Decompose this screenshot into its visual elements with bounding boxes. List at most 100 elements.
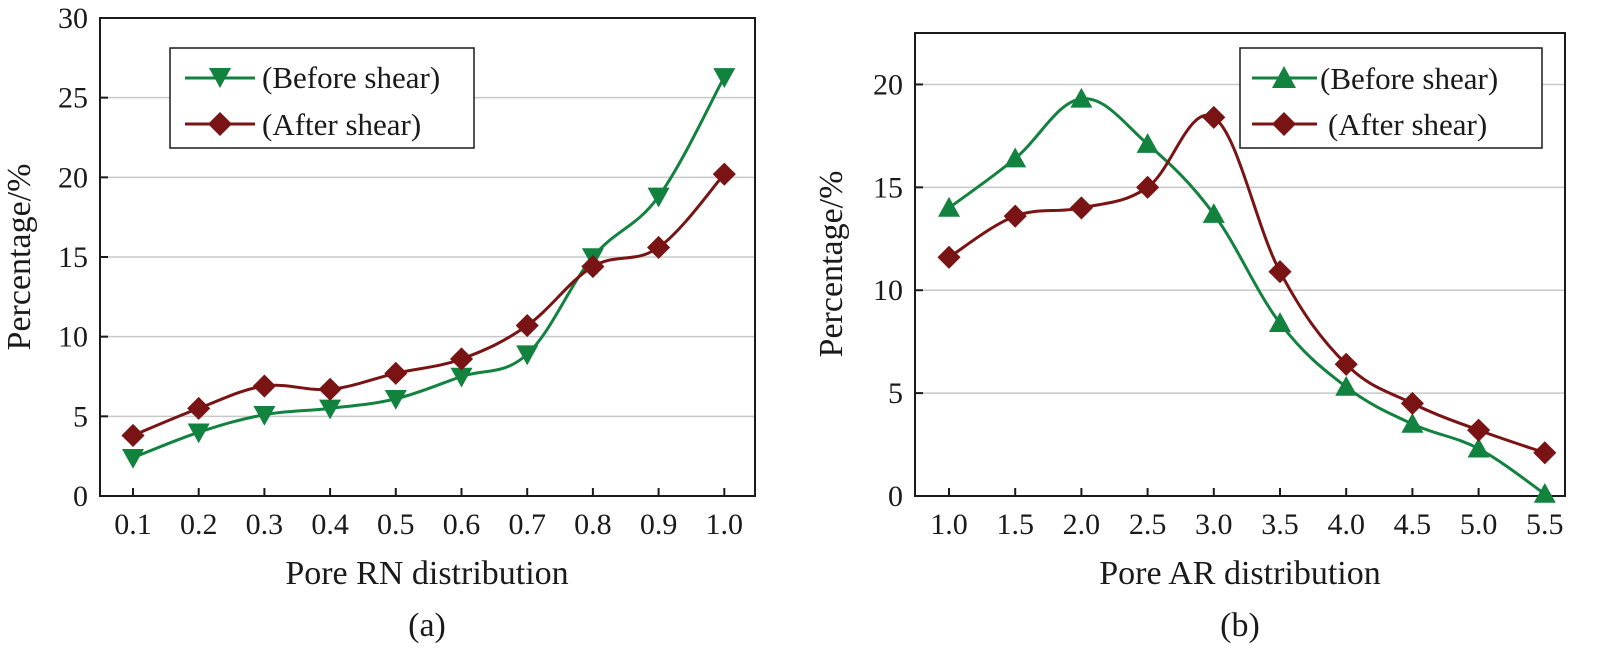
data-point — [516, 345, 539, 366]
legend-a: (Before shear) (After shear) — [169, 47, 475, 149]
data-point — [1533, 482, 1556, 503]
y-ticks-b: 0 5 10 15 20 — [873, 68, 923, 513]
data-point — [515, 313, 539, 338]
data-point — [1069, 196, 1093, 220]
x-tick-label: 0.1 — [114, 508, 152, 541]
data-point — [1136, 175, 1160, 199]
y-tick-label: 10 — [873, 274, 903, 307]
data-point — [252, 374, 276, 398]
series-a — [121, 68, 736, 469]
x-tick-label: 1.0 — [930, 508, 968, 541]
data-point — [1268, 260, 1292, 284]
xlabel-a: Pore RN distribution — [285, 555, 568, 592]
series-line — [132, 76, 726, 460]
ylabel-b: Percentage/% — [813, 171, 850, 358]
legend-label-before-a: (Before shear) — [262, 60, 440, 95]
legend-box-b — [1239, 47, 1543, 149]
x-tick-label: 0.7 — [508, 508, 546, 541]
y-tick-label: 10 — [58, 321, 88, 354]
data-point — [1400, 391, 1424, 415]
series-line — [948, 97, 1546, 496]
x-ticks-a: 0.1 0.2 0.3 0.4 0.5 0.6 0.7 0.8 0.9 1.0 — [114, 488, 743, 541]
data-point — [121, 423, 145, 448]
plot-frame-b — [914, 32, 1566, 497]
caption-a: (a) — [408, 607, 446, 644]
y-tick-label: 15 — [873, 171, 903, 204]
data-point — [449, 347, 474, 371]
data-point — [938, 196, 960, 217]
x-tick-label: 2.0 — [1063, 508, 1101, 541]
y-tick-label: 15 — [58, 241, 88, 274]
x-tick-label: 4.0 — [1327, 508, 1365, 541]
x-tick-label: 4.5 — [1394, 508, 1432, 541]
y-tick-label: 20 — [58, 161, 88, 194]
xlabel-b: Pore AR distribution — [1099, 555, 1380, 592]
data-point — [122, 448, 144, 469]
legend-b: (Before shear) (After shear) — [1239, 47, 1543, 149]
data-point — [1334, 352, 1358, 376]
y-tick-label: 30 — [58, 2, 88, 35]
y-tick-label: 5 — [73, 400, 88, 433]
data-point — [1467, 418, 1491, 442]
series-line — [948, 113, 1546, 455]
series-b — [937, 87, 1557, 503]
y-tick-label: 5 — [888, 377, 903, 410]
data-point — [384, 390, 407, 410]
data-point — [1533, 441, 1557, 465]
data-point — [1070, 87, 1093, 108]
y-ticks-a: 0 5 10 15 20 25 30 — [58, 2, 108, 513]
data-point — [937, 245, 961, 269]
x-tick-label: 0.6 — [443, 508, 481, 541]
x-ticks-b: 1.0 1.5 2.0 2.5 3.0 3.5 4.0 4.5 5.0 5.5 — [930, 488, 1564, 541]
data-point — [1335, 375, 1358, 396]
data-point — [187, 423, 210, 444]
x-tick-label: 3.5 — [1261, 508, 1299, 541]
legend-marker-before-b — [1272, 66, 1296, 88]
x-tick-label: 0.4 — [311, 508, 349, 541]
x-tick-label: 0.5 — [377, 508, 415, 541]
legend-label-after-a: (After shear) — [262, 107, 421, 142]
data-point — [384, 361, 408, 385]
y-tick-label: 0 — [73, 480, 88, 513]
data-point — [1003, 204, 1027, 228]
legend-marker-before-a — [209, 68, 231, 88]
legend-marker-after-a — [208, 112, 232, 136]
data-point — [647, 187, 670, 208]
ylabel-a: Percentage/% — [1, 164, 38, 351]
y-tick-label: 0 — [888, 480, 903, 513]
data-point — [712, 162, 736, 186]
x-tick-label: 3.0 — [1195, 508, 1233, 541]
data-point — [1136, 133, 1159, 153]
x-tick-label: 1.5 — [996, 508, 1034, 541]
data-point — [647, 235, 671, 259]
data-point — [1401, 412, 1424, 433]
data-point — [1202, 203, 1225, 223]
x-tick-label: 0.8 — [574, 508, 612, 541]
x-tick-label: 5.0 — [1460, 508, 1498, 541]
y-tick-label: 20 — [873, 68, 903, 101]
x-tick-label: 5.5 — [1526, 508, 1564, 541]
data-point — [253, 405, 276, 426]
data-point — [1467, 437, 1490, 458]
legend-marker-after-b — [1272, 112, 1296, 136]
x-tick-label: 0.2 — [180, 508, 218, 541]
caption-b: (b) — [1220, 607, 1260, 644]
y-tick-label: 25 — [58, 82, 88, 115]
data-point — [450, 367, 473, 388]
data-point — [187, 396, 211, 420]
x-tick-label: 2.5 — [1129, 508, 1167, 541]
panel-a: 0 5 10 15 20 25 30 0.1 0.2 0.3 0.4 0.5 0.6 0.7 0.8 0.9… — [1, 2, 756, 644]
series-line — [132, 173, 726, 437]
data-point — [1269, 312, 1291, 332]
legend-label-after-b: (After shear) — [1328, 107, 1487, 142]
data-point — [1004, 147, 1027, 168]
legend-label-before-b: (Before shear) — [1320, 61, 1498, 96]
x-tick-label: 1.0 — [706, 508, 744, 541]
data-point — [713, 68, 736, 88]
data-point — [318, 377, 342, 401]
data-point — [319, 399, 342, 420]
x-tick-label: 0.9 — [640, 508, 678, 541]
data-point — [1202, 105, 1226, 129]
